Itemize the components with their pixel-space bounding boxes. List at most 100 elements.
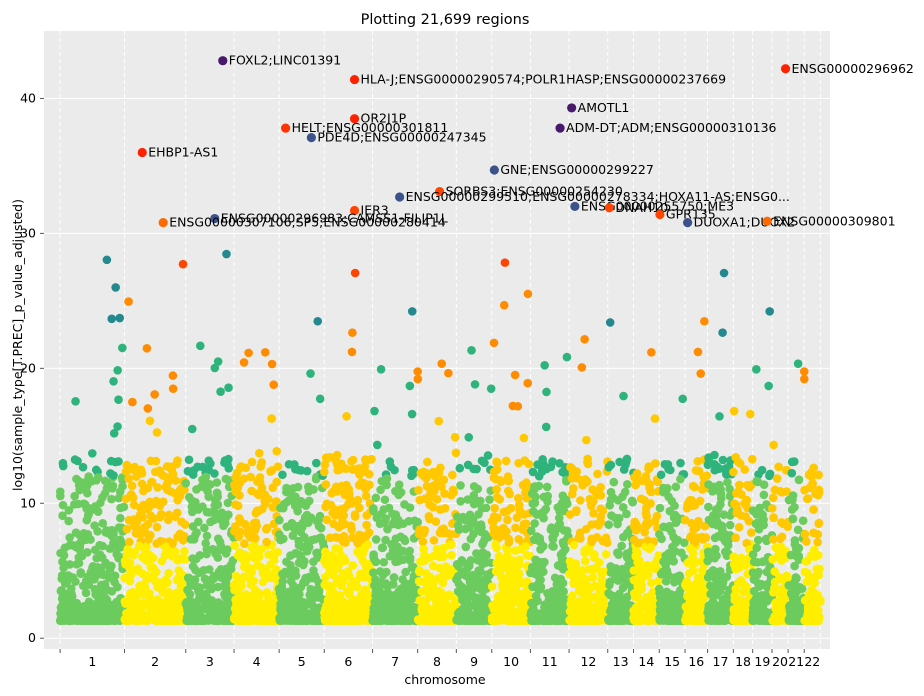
- data-point: [584, 547, 594, 556]
- data-point: [514, 458, 523, 468]
- data-point: [152, 428, 162, 437]
- data-point: [195, 341, 205, 351]
- data-point: [321, 480, 331, 489]
- data-point: [692, 522, 701, 532]
- data-point: [272, 565, 281, 574]
- data-point: [239, 562, 249, 572]
- data-point: [764, 381, 773, 391]
- data-point: [58, 511, 67, 521]
- data-point: [70, 491, 79, 501]
- data-point: [758, 510, 767, 520]
- data-point: [252, 587, 261, 596]
- data-point: [306, 369, 315, 378]
- data-point: [114, 493, 124, 503]
- data-point: [752, 365, 761, 374]
- data-point: [246, 472, 255, 482]
- data-point: [240, 550, 250, 560]
- data-point: [118, 343, 127, 353]
- data-point: [195, 550, 205, 560]
- data-point: [431, 517, 441, 526]
- data-point: [213, 357, 223, 366]
- data-point: [478, 592, 488, 602]
- data-point: [641, 508, 651, 518]
- data-point: [732, 488, 741, 498]
- data-point: [400, 583, 410, 592]
- data-point: [346, 580, 356, 590]
- data-point: [168, 371, 178, 380]
- data-point: [393, 616, 403, 625]
- data-point: [489, 338, 499, 348]
- data-point: [642, 560, 652, 570]
- data-point: [630, 606, 640, 616]
- data-point: [588, 573, 598, 582]
- data-point: [262, 523, 272, 533]
- data-point: [636, 494, 646, 504]
- data-point: [447, 540, 456, 549]
- data-point: [362, 511, 372, 520]
- data-point: [589, 509, 598, 518]
- data-point: [540, 361, 549, 370]
- data-point: [278, 616, 287, 625]
- data-point: [75, 545, 84, 554]
- data-point: [290, 501, 300, 511]
- data-point: [519, 520, 529, 529]
- data-point: [294, 558, 304, 568]
- data-point: [653, 477, 663, 487]
- data-point: [759, 490, 769, 500]
- data-point: [72, 599, 81, 608]
- data-point: [240, 539, 249, 549]
- data-point: [736, 553, 746, 563]
- data-point: [260, 348, 270, 357]
- data-point: [187, 424, 197, 434]
- data-point: [370, 581, 379, 590]
- data-point: [622, 509, 631, 519]
- data-point: [58, 500, 68, 510]
- data-point: [433, 598, 443, 607]
- data-point: [76, 569, 86, 579]
- data-point: [605, 580, 614, 590]
- data-point: [385, 457, 395, 466]
- data-point: [287, 518, 297, 528]
- data-point: [95, 615, 104, 625]
- data-point: [509, 616, 519, 625]
- data-point: [254, 490, 264, 500]
- data-point: [455, 463, 465, 473]
- data-point: [217, 545, 227, 555]
- data-point: [132, 472, 141, 481]
- data-point: [128, 397, 137, 407]
- data-point: [618, 503, 628, 512]
- data-point: [322, 515, 332, 525]
- data-point: [321, 604, 330, 614]
- data-point: [463, 495, 472, 504]
- data-point: [522, 550, 532, 560]
- data-point: [697, 532, 707, 542]
- data-point: [341, 538, 350, 547]
- data-point: [675, 571, 684, 580]
- data-point: [524, 459, 534, 469]
- data-point: [182, 616, 191, 625]
- data-point: [558, 467, 567, 477]
- data-point: [60, 579, 70, 588]
- data-point: [650, 560, 659, 569]
- data-point: [458, 512, 468, 522]
- data-point: [580, 578, 590, 587]
- data-point: [262, 589, 272, 599]
- data-point: [448, 470, 457, 480]
- data-point: [337, 459, 346, 468]
- data-point: [142, 343, 152, 353]
- data-point: [138, 512, 147, 522]
- data-point: [523, 378, 533, 388]
- data-point: [718, 578, 728, 587]
- data-point: [394, 480, 404, 489]
- data-point: [340, 615, 349, 624]
- data-point: [453, 521, 463, 530]
- data-point: [491, 615, 500, 625]
- data-point: [567, 567, 577, 577]
- data-point: [223, 596, 232, 606]
- data-point: [759, 557, 768, 566]
- data-point: [155, 501, 165, 511]
- data-point: [114, 457, 123, 466]
- data-point: [527, 616, 536, 625]
- data-point: [729, 552, 739, 562]
- data-point: [387, 539, 396, 549]
